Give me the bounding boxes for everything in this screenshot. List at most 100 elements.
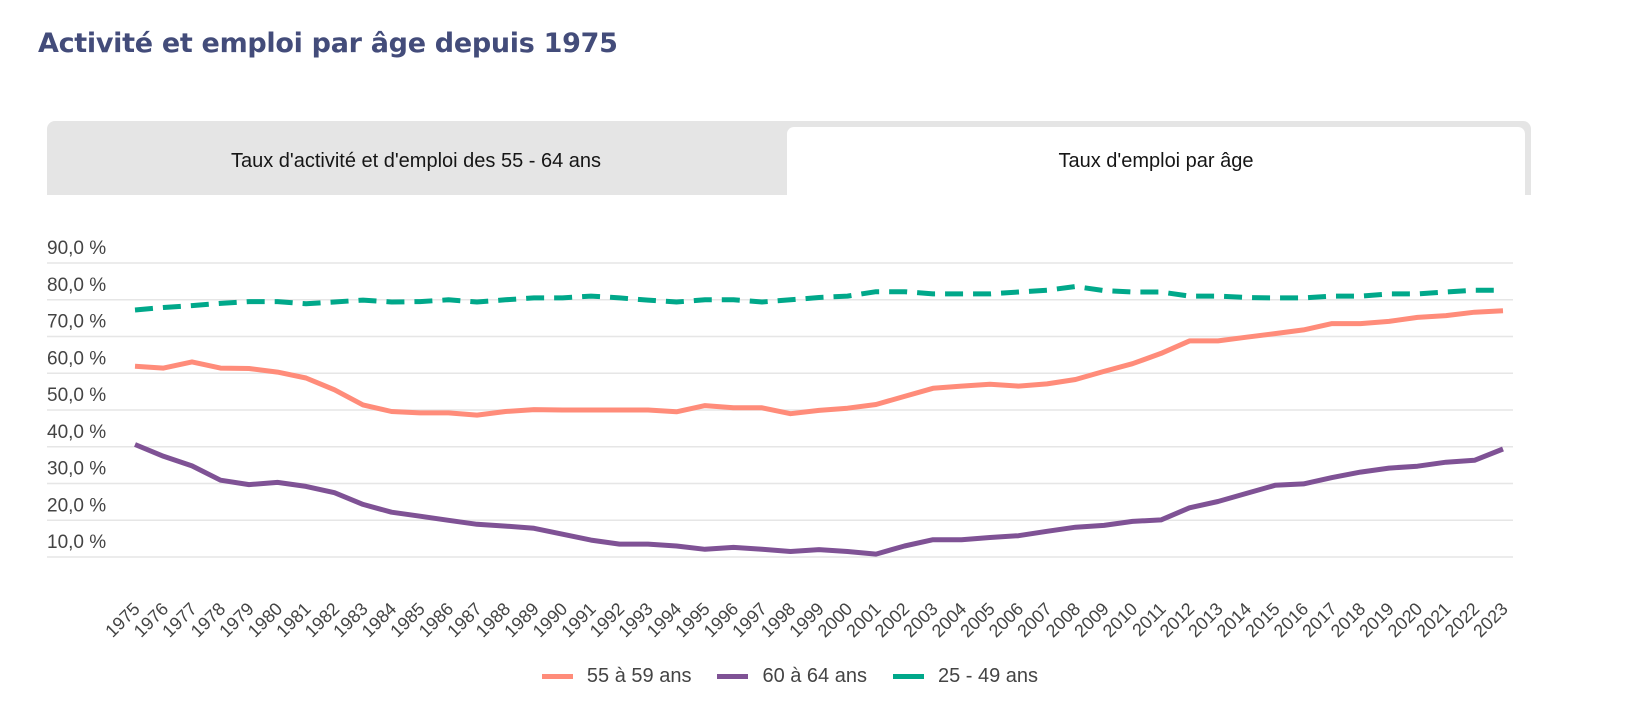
data-point[interactable] — [446, 410, 452, 416]
data-point[interactable] — [132, 363, 138, 369]
data-point[interactable] — [246, 299, 252, 305]
data-point[interactable] — [816, 295, 822, 301]
series-line-60-64-ans[interactable] — [134, 442, 1504, 557]
data-point[interactable] — [731, 297, 737, 303]
data-point[interactable] — [389, 509, 395, 515]
data-point[interactable] — [161, 453, 167, 459]
data-point[interactable] — [645, 407, 651, 413]
series-line-25-49-ans[interactable] — [134, 284, 1503, 313]
data-point[interactable] — [1016, 289, 1022, 295]
data-point[interactable] — [1158, 350, 1164, 356]
data-point[interactable] — [1101, 288, 1107, 294]
data-point[interactable] — [702, 297, 708, 303]
data-point[interactable] — [132, 442, 138, 448]
data-point[interactable] — [1044, 528, 1050, 534]
data-point[interactable] — [560, 407, 566, 413]
data-point[interactable] — [759, 299, 765, 305]
data-point[interactable] — [987, 535, 993, 541]
data-point[interactable] — [588, 293, 594, 299]
data-point[interactable] — [1244, 490, 1250, 496]
data-point[interactable] — [275, 479, 281, 485]
data-point[interactable] — [959, 383, 965, 389]
data-point[interactable] — [161, 365, 167, 371]
data-point[interactable] — [1500, 287, 1506, 293]
data-point[interactable] — [930, 385, 936, 391]
data-point[interactable] — [1130, 289, 1136, 295]
data-point[interactable] — [1301, 327, 1307, 333]
data-point[interactable] — [1358, 469, 1364, 475]
data-point[interactable] — [1215, 499, 1221, 505]
data-point[interactable] — [1500, 446, 1506, 452]
data-point[interactable] — [446, 297, 452, 303]
data-point[interactable] — [1301, 481, 1307, 487]
data-point[interactable] — [588, 537, 594, 543]
data-point[interactable] — [1386, 465, 1392, 471]
data-point[interactable] — [1016, 383, 1022, 389]
data-point[interactable] — [674, 543, 680, 549]
data-point[interactable] — [902, 393, 908, 399]
data-point[interactable] — [987, 291, 993, 297]
data-point[interactable] — [218, 365, 224, 371]
data-point[interactable] — [1443, 289, 1449, 295]
data-point[interactable] — [189, 463, 195, 469]
tab-emploi-par-age[interactable]: Taux d'emploi par âge — [787, 127, 1525, 195]
data-point[interactable] — [759, 546, 765, 552]
data-point[interactable] — [531, 295, 537, 301]
data-point[interactable] — [1415, 291, 1421, 297]
data-point[interactable] — [873, 401, 879, 407]
data-point[interactable] — [902, 289, 908, 295]
data-point[interactable] — [332, 490, 338, 496]
data-point[interactable] — [873, 551, 879, 557]
data-point[interactable] — [1101, 368, 1107, 374]
data-point[interactable] — [1358, 293, 1364, 299]
data-point[interactable] — [759, 405, 765, 411]
data-point[interactable] — [1500, 308, 1506, 314]
data-point[interactable] — [303, 483, 309, 489]
tab-activite-emploi-55-64[interactable]: Taux d'activité et d'emploi des 55 - 64 … — [230, 149, 602, 172]
data-point[interactable] — [588, 407, 594, 413]
data-point[interactable] — [246, 365, 252, 371]
data-point[interactable] — [474, 299, 480, 305]
data-point[interactable] — [360, 501, 366, 507]
data-point[interactable] — [1244, 334, 1250, 340]
data-point[interactable] — [930, 291, 936, 297]
data-point[interactable] — [1158, 289, 1164, 295]
data-point[interactable] — [788, 411, 794, 417]
data-point[interactable] — [189, 359, 195, 365]
data-point[interactable] — [1272, 331, 1278, 337]
data-point[interactable] — [1443, 459, 1449, 465]
data-point[interactable] — [1073, 524, 1079, 530]
data-point[interactable] — [1101, 522, 1107, 528]
data-point[interactable] — [531, 525, 537, 531]
data-point[interactable] — [417, 513, 423, 519]
data-point[interactable] — [1073, 376, 1079, 382]
data-point[interactable] — [959, 537, 965, 543]
data-point[interactable] — [1301, 295, 1307, 301]
data-point[interactable] — [275, 299, 281, 305]
data-point[interactable] — [816, 407, 822, 413]
data-point[interactable] — [1187, 293, 1193, 299]
data-point[interactable] — [845, 405, 851, 411]
legend-item-60-64[interactable]: 60 à 64 ans — [717, 665, 867, 688]
data-point[interactable] — [446, 517, 452, 523]
series-line-55-59-ans[interactable] — [134, 308, 1504, 418]
data-point[interactable] — [132, 307, 138, 313]
legend-item-25-49[interactable]: 25 - 49 ans — [892, 665, 1038, 688]
data-point[interactable] — [1415, 314, 1421, 320]
data-point[interactable] — [474, 412, 480, 418]
data-point[interactable] — [987, 381, 993, 387]
data-point[interactable] — [816, 547, 822, 553]
legend-item-55-59[interactable]: 55 à 59 ans — [541, 665, 691, 688]
data-point[interactable] — [1472, 309, 1478, 315]
data-point[interactable] — [645, 297, 651, 303]
data-point[interactable] — [959, 291, 965, 297]
data-point[interactable] — [560, 295, 566, 301]
data-point[interactable] — [503, 523, 509, 529]
data-point[interactable] — [1386, 318, 1392, 324]
data-point[interactable] — [674, 409, 680, 415]
data-point[interactable] — [417, 410, 423, 416]
data-point[interactable] — [1016, 533, 1022, 539]
data-point[interactable] — [1130, 361, 1136, 367]
data-point[interactable] — [1329, 293, 1335, 299]
data-point[interactable] — [617, 541, 623, 547]
